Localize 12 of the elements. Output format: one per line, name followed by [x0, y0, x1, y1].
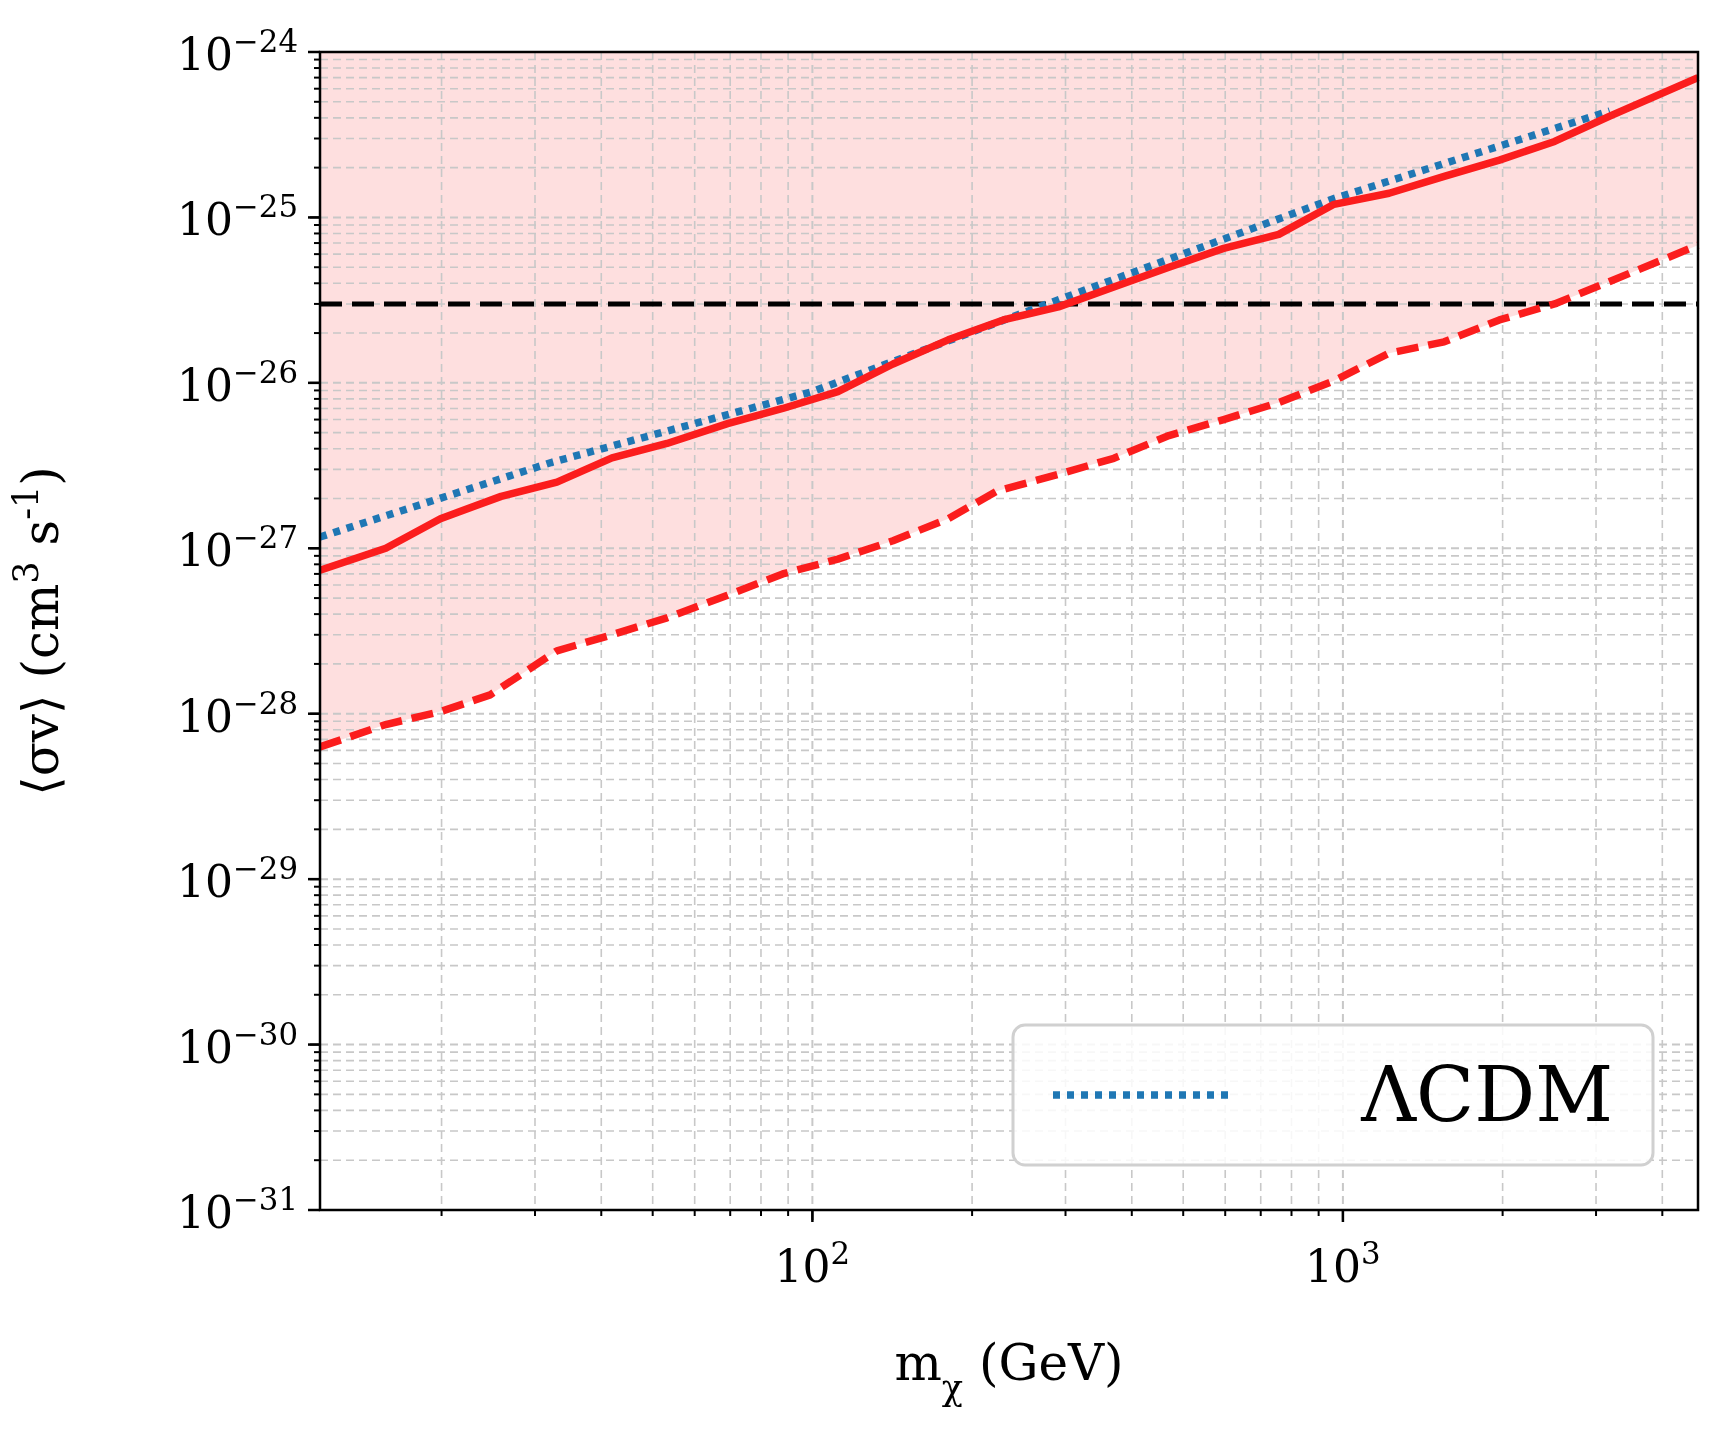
y-tick-label: 10$^{−27}$	[177, 519, 298, 577]
y-tick-label: 10$^{−30}$	[177, 1015, 298, 1073]
y-tick-label: 10$^{−24}$	[177, 23, 298, 80]
y-tick-label: 10$^{−29}$	[177, 850, 298, 908]
y-tick-label: 10$^{−26}$	[177, 353, 298, 411]
legend-label: ΛCDM	[1360, 1050, 1613, 1139]
y-tick-label: 10$^{−31}$	[177, 1181, 298, 1238]
x-axis-title: m$_{χ}$ (GeV)	[894, 1334, 1124, 1408]
y-tick-label: 10$^{−28}$	[177, 684, 298, 742]
x-tick-label: 10$^{2}$	[774, 1235, 851, 1292]
y-tick-label: 10$^{−25}$	[177, 188, 298, 246]
x-tick-label: 10$^{3}$	[1305, 1235, 1381, 1292]
